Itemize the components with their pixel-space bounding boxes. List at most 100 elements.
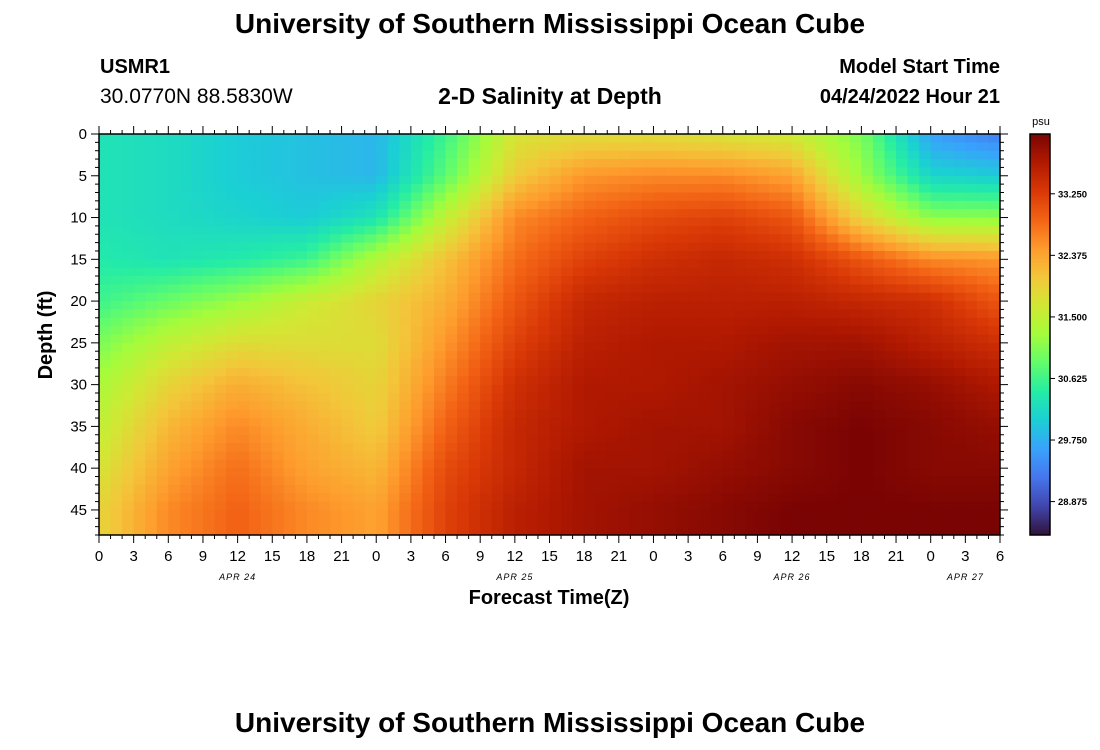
heatmap-cell — [572, 484, 585, 494]
heatmap-cell — [688, 175, 701, 185]
heatmap-cell — [283, 209, 296, 219]
heatmap-cell — [272, 468, 285, 478]
heatmap-cell — [757, 234, 770, 244]
heatmap-cell — [480, 292, 493, 302]
heatmap-cell — [387, 317, 400, 327]
heatmap-cell — [422, 134, 435, 143]
heatmap-cell — [653, 225, 666, 235]
heatmap-cell — [191, 250, 204, 260]
heatmap-cell — [803, 526, 816, 535]
heatmap-cell — [237, 184, 250, 194]
heatmap-cell — [318, 184, 331, 194]
heatmap-cell — [965, 351, 978, 361]
heatmap-cell — [676, 342, 689, 352]
heatmap-cell — [757, 142, 770, 152]
heatmap-cell — [561, 509, 574, 519]
heatmap-cell — [561, 250, 574, 260]
heatmap-cell — [480, 284, 493, 294]
heatmap-cell — [226, 342, 239, 352]
heatmap-cell — [110, 159, 123, 169]
heatmap-cell — [780, 217, 793, 227]
heatmap-cell — [514, 476, 527, 486]
heatmap-cell — [445, 359, 458, 369]
heatmap-cell — [295, 284, 308, 294]
heatmap-cell — [942, 225, 955, 235]
heatmap-cell — [364, 459, 377, 469]
heatmap-cell — [896, 367, 909, 377]
heatmap-cell — [792, 234, 805, 244]
heatmap-cell — [572, 451, 585, 461]
heatmap-cell — [688, 150, 701, 160]
heatmap-cell — [514, 292, 527, 302]
heatmap-cell — [491, 175, 504, 185]
heatmap-cell — [572, 134, 585, 143]
heatmap-cell — [595, 468, 608, 478]
heatmap-cell — [457, 351, 470, 361]
heatmap-cell — [930, 167, 943, 177]
heatmap-cell — [283, 167, 296, 177]
heatmap-cell — [630, 317, 643, 327]
heatmap-cell — [387, 459, 400, 469]
heatmap-cell — [722, 493, 735, 503]
heatmap-cell — [607, 351, 620, 361]
heatmap-cell — [260, 225, 273, 235]
heatmap-cell — [838, 526, 851, 535]
heatmap-cell — [976, 342, 990, 352]
heatmap-cell — [110, 284, 123, 294]
heatmap-cell — [260, 409, 273, 419]
heatmap-cell — [618, 317, 631, 327]
heatmap-cell — [896, 225, 909, 235]
heatmap-cell — [780, 342, 793, 352]
heatmap-cell — [179, 334, 193, 344]
heatmap-cell — [942, 334, 955, 344]
heatmap-cell — [99, 526, 112, 535]
heatmap-cell — [422, 234, 435, 244]
heatmap-cell — [422, 309, 435, 319]
heatmap-cell — [849, 301, 862, 311]
heatmap-cell — [699, 351, 712, 361]
heatmap-cell — [595, 142, 608, 152]
heatmap-cell — [665, 209, 678, 219]
heatmap-cell — [942, 175, 955, 185]
heatmap-cell — [260, 426, 273, 436]
heatmap-cell — [410, 342, 424, 352]
heatmap-cell — [665, 451, 678, 461]
heatmap-cell — [110, 317, 123, 327]
heatmap-cell — [191, 225, 204, 235]
heatmap-cell — [607, 501, 620, 511]
heatmap-cell — [122, 267, 135, 277]
heatmap-cell — [688, 167, 701, 177]
heatmap-cell — [988, 309, 1000, 319]
heatmap-cell — [283, 259, 296, 269]
heatmap-cell — [953, 451, 966, 461]
heatmap-cell — [122, 501, 135, 511]
heatmap-cell — [618, 292, 631, 302]
heatmap-cell — [514, 418, 527, 427]
heatmap-cell — [641, 334, 655, 344]
heatmap-cell — [584, 392, 597, 402]
heatmap-cell — [133, 409, 146, 419]
heatmap-cell — [272, 342, 285, 352]
heatmap-cell — [341, 459, 354, 469]
heatmap-cell — [202, 526, 216, 535]
heatmap-cell — [214, 334, 227, 344]
heatmap-cell — [792, 426, 805, 436]
heatmap-cell — [826, 184, 839, 194]
heatmap-cell — [711, 209, 724, 219]
heatmap-cell — [930, 426, 943, 436]
heatmap-cell — [815, 459, 828, 469]
heatmap-cell — [665, 359, 678, 369]
heatmap-cell — [399, 159, 412, 169]
heatmap-cell — [699, 134, 712, 143]
heatmap-cell — [861, 359, 874, 369]
heatmap-cell — [168, 317, 181, 327]
heatmap-cell — [757, 276, 770, 285]
heatmap-cell — [826, 418, 839, 427]
heatmap-cell — [249, 225, 262, 235]
heatmap-cell — [584, 451, 597, 461]
heatmap-cell — [457, 342, 470, 352]
heatmap-cell — [318, 418, 331, 427]
x-tick-label: 6 — [441, 548, 449, 565]
heatmap-cell — [433, 192, 447, 202]
heatmap-cell — [618, 384, 631, 394]
